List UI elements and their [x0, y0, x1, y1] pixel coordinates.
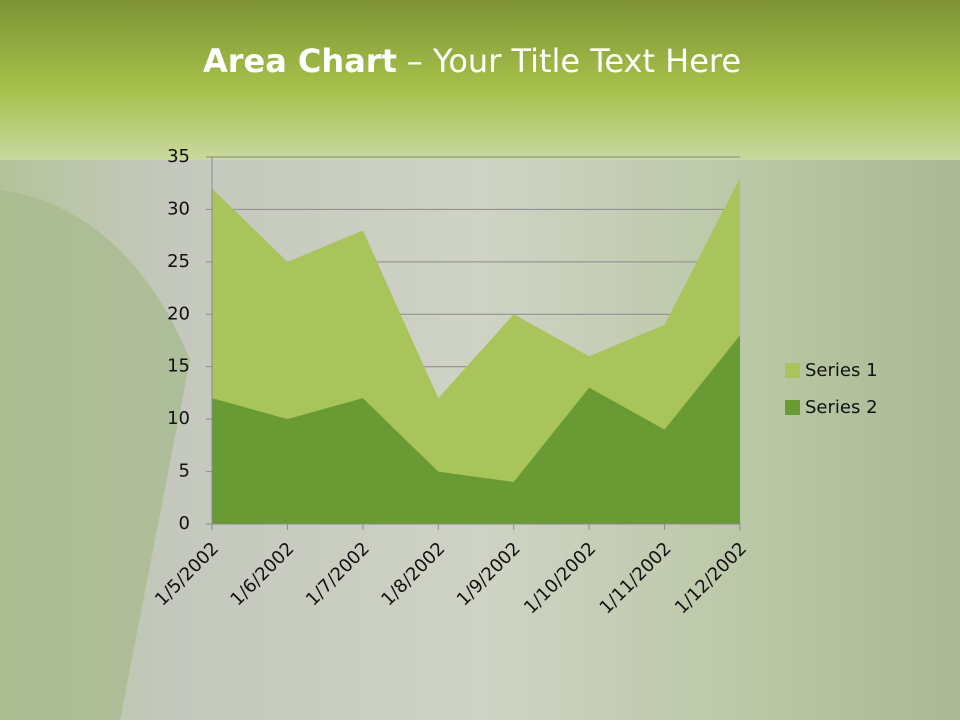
y-tick-label: 35: [167, 146, 190, 167]
y-tick-label: 25: [167, 251, 190, 272]
legend-label: Series 1: [805, 360, 878, 381]
y-tick-label: 30: [167, 198, 190, 219]
lawn: [0, 190, 190, 720]
legend-swatch: [785, 363, 800, 378]
area: [212, 335, 740, 524]
title-rest: – Your Title Text Here: [407, 42, 741, 80]
y-tick-label: 15: [167, 356, 190, 377]
y-tick-label: 0: [179, 513, 190, 534]
slide-title: Area Chart – Your Title Text Here: [203, 42, 741, 80]
y-tick-label: 5: [179, 461, 190, 482]
y-tick-label: 20: [167, 303, 190, 324]
y-tick-label: 10: [167, 408, 190, 429]
legend-label: Series 2: [805, 397, 878, 418]
title-bold: Area Chart: [203, 42, 397, 80]
legend-swatch: [785, 400, 800, 415]
title-band: [0, 0, 960, 160]
